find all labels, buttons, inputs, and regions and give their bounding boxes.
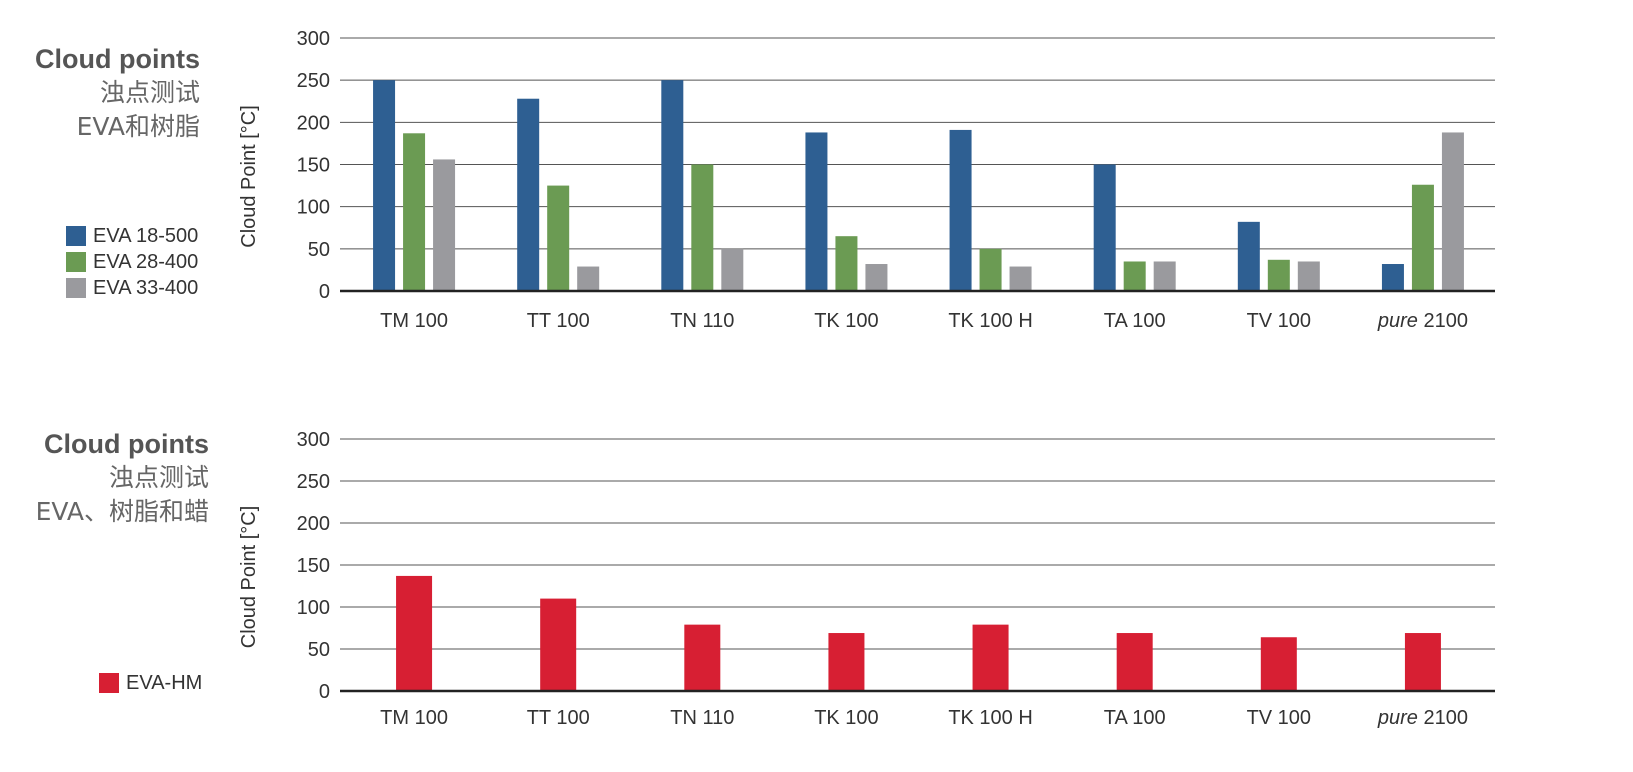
bar [1123, 261, 1146, 291]
chart-2-title-block: Cloud points 浊点测试 EVA、树脂和蜡 [36, 427, 209, 529]
x-tick-label: TT 100 [527, 707, 590, 729]
x-tick-label: TK 100 H [948, 707, 1032, 729]
chart-panel-1: Cloud points 浊点测试 EVA和树脂 EVA 18-500 EVA … [0, 0, 1633, 380]
y-tick-label: 50 [308, 239, 330, 261]
bar [547, 185, 570, 291]
x-tick-label: TK 100 [814, 310, 878, 332]
bar [540, 598, 577, 691]
bar [396, 575, 433, 691]
legend-swatch [99, 673, 119, 693]
bar [828, 633, 865, 691]
y-tick-label: 300 [297, 28, 330, 50]
legend-swatch [66, 226, 86, 246]
bar [1441, 132, 1464, 291]
y-tick-label: 150 [297, 155, 330, 177]
x-tick-label: TA 100 [1104, 707, 1166, 729]
y-tick-label: 100 [297, 597, 330, 619]
y-axis-label: Cloud Point [°C] [238, 506, 260, 649]
bar [1381, 264, 1404, 291]
bar [835, 236, 858, 291]
bar [721, 248, 744, 291]
x-tick-label: TK 100 [814, 707, 878, 729]
bar [949, 129, 972, 291]
bar [1093, 164, 1116, 291]
chart-2-title-cn-2: EVA、树脂和蜡 [35, 497, 209, 526]
bar [1237, 221, 1260, 291]
bar [691, 164, 714, 291]
y-axis-label: Cloud Point [°C] [238, 105, 260, 248]
bar [979, 248, 1002, 291]
bar [1297, 261, 1320, 291]
y-tick-label: 150 [297, 555, 330, 577]
x-tick-label: TM 100 [380, 707, 448, 729]
x-tick-label: TA 100 [1104, 310, 1166, 332]
bar [1153, 261, 1176, 291]
bar [684, 624, 721, 691]
y-tick-label: 0 [319, 681, 330, 703]
x-tick-label: TV 100 [1247, 707, 1311, 729]
x-tick-label: TN 110 [670, 707, 734, 729]
y-tick-label: 50 [308, 639, 330, 661]
bar [1267, 259, 1290, 291]
legend-label: EVA 33-400 [93, 276, 199, 299]
chart-1-title-cn-2: EVA和树脂 [76, 112, 200, 141]
x-tick-label: TK 100 H [948, 310, 1032, 332]
chart-1-legend: EVA 18-500 EVA 28-400 EVA 33-400 [66, 223, 198, 301]
bar [577, 266, 600, 291]
chart-1-title-block: Cloud points 浊点测试 EVA和树脂 [35, 42, 200, 144]
bar [517, 98, 540, 291]
bar [805, 132, 828, 291]
bar [403, 133, 426, 291]
chart-2-legend: EVA-HM [99, 670, 202, 696]
legend-swatch [66, 252, 86, 272]
legend-item-eva-hm: EVA-HM [99, 670, 202, 696]
legend-item-eva-28-400: EVA 28-400 [66, 249, 198, 275]
bar [972, 624, 1009, 691]
chart-1-title-cn-1: 浊点测试 [99, 78, 200, 107]
legend-item-eva-33-400: EVA 33-400 [66, 275, 198, 301]
y-tick-label: 250 [297, 471, 330, 493]
y-tick-label: 0 [319, 281, 330, 303]
bar [1411, 184, 1434, 291]
y-tick-label: 100 [297, 197, 330, 219]
chart-1-plot: 0 50 100 150 200 250 300 Cloud Point [°C] TM 100… [238, 28, 1495, 332]
chart-2-title-cn-1: 浊点测试 [108, 463, 209, 492]
bar [661, 80, 684, 292]
bar [1260, 637, 1297, 691]
x-tick-label: TT 100 [527, 310, 590, 332]
bar [865, 264, 888, 291]
legend-label: EVA 18-500 [93, 224, 199, 247]
y-tick-label: 200 [297, 112, 330, 134]
bar [373, 80, 396, 292]
bar [433, 159, 456, 291]
x-tick-label: TN 110 [670, 310, 734, 332]
chart-1-title-en: Cloud points [35, 44, 200, 74]
x-tick-label: pure 2100 [1377, 310, 1468, 332]
x-tick-label: TM 100 [380, 310, 448, 332]
x-tick-label: pure 2100 [1377, 707, 1468, 729]
bar [1404, 633, 1441, 691]
legend-item-eva-18-500: EVA 18-500 [66, 223, 198, 249]
legend-swatch [66, 278, 86, 298]
y-tick-label: 250 [297, 70, 330, 92]
y-tick-label: 200 [297, 513, 330, 535]
bar [1009, 266, 1032, 291]
legend-label: EVA 28-400 [93, 250, 199, 273]
chart-2-title-en: Cloud points [44, 429, 209, 459]
x-tick-label: TV 100 [1247, 310, 1311, 332]
y-tick-label: 300 [297, 429, 330, 451]
legend-label: EVA-HM [126, 671, 203, 694]
bar [1116, 633, 1153, 691]
